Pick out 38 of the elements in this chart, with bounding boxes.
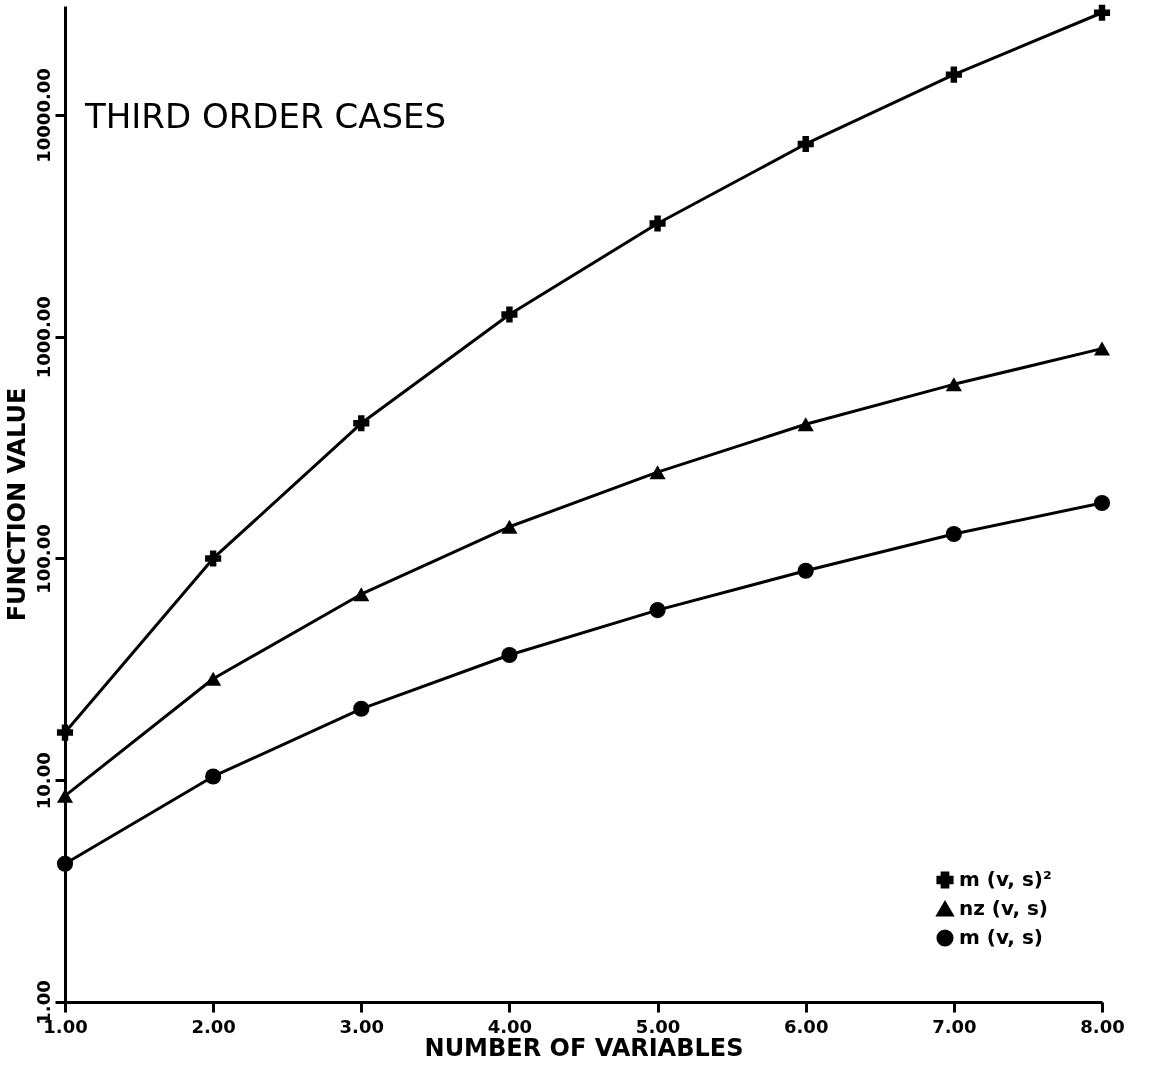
point [945, 525, 962, 542]
point [649, 602, 666, 619]
point [1093, 494, 1111, 511]
x-tick-label: 8.00 [1080, 1015, 1125, 1037]
point [501, 646, 518, 664]
point [205, 671, 222, 686]
y-axis-title: FUNCTION VALUE [2, 387, 31, 622]
point [353, 587, 370, 602]
legend-label: m (v, s)² [959, 867, 1052, 891]
point [56, 788, 74, 803]
point [501, 519, 518, 534]
point [649, 465, 666, 480]
point [1093, 4, 1111, 21]
point [56, 724, 74, 741]
point [797, 562, 814, 579]
point [353, 415, 370, 432]
x-tick-label: 6.00 [784, 1015, 829, 1037]
point [205, 768, 222, 785]
point [353, 700, 370, 717]
y-tick-label: 10000.00 [32, 68, 54, 163]
text: THIRD ORDER CASES [84, 95, 447, 136]
point [1093, 341, 1111, 356]
point [56, 855, 74, 872]
legend-label: m (v, s) [959, 925, 1043, 949]
x-tick-label: 7.00 [932, 1015, 977, 1037]
y-tick-label: 10.00 [32, 752, 54, 810]
point [945, 66, 962, 83]
point [205, 550, 222, 567]
point [501, 306, 518, 323]
x-tick-label: 2.00 [191, 1015, 236, 1037]
legend-label: nz (v, s) [959, 896, 1048, 920]
point [649, 215, 666, 232]
point [797, 135, 814, 153]
x-tick-label: 3.00 [339, 1015, 384, 1037]
y-tick-label: 100.00 [32, 524, 54, 594]
y-tick-label: 1000.00 [32, 296, 54, 379]
point [797, 417, 814, 432]
point [945, 377, 962, 392]
